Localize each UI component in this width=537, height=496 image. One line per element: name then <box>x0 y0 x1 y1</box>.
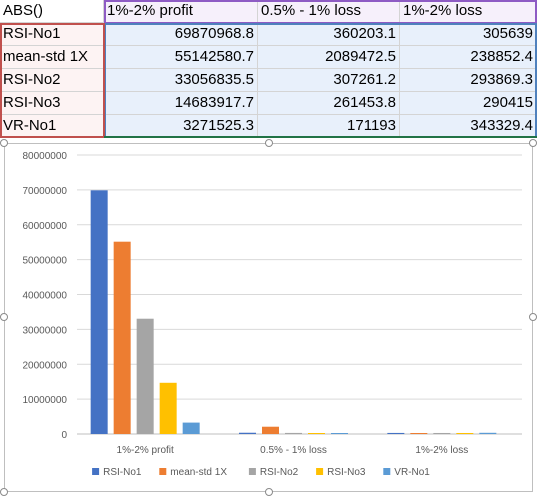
bar <box>113 241 131 434</box>
resize-handle-left[interactable] <box>0 313 8 321</box>
spreadsheet-range: ABS() 1%-2% profit 0.5% - 1% loss 1%-2% … <box>0 0 537 150</box>
column-header-cell[interactable]: 1%-2% loss <box>400 0 537 23</box>
y-tick-label: 40000000 <box>23 291 68 302</box>
legend-swatch <box>383 468 391 475</box>
y-tick-label: 20000000 <box>23 360 68 371</box>
value-cell[interactable]: 343329.4 <box>400 115 537 138</box>
legend-label: mean-std 1X <box>170 467 227 478</box>
bar <box>90 190 108 434</box>
value-cell[interactable]: 261453.8 <box>258 92 400 115</box>
legend-swatch <box>248 468 256 475</box>
row-label-cell[interactable]: RSI-No2 <box>0 69 104 92</box>
resize-handle-top-right[interactable] <box>529 139 537 147</box>
value-cell[interactable]: 14683917.7 <box>104 92 258 115</box>
bar <box>410 433 428 434</box>
legend-label: RSI-No2 <box>260 467 299 478</box>
y-tick-label: 80000000 <box>23 151 68 162</box>
column-header-cell[interactable]: 1%-2% profit <box>104 0 258 23</box>
bar <box>308 433 325 434</box>
bar <box>262 426 279 434</box>
value-cell[interactable]: 293869.3 <box>400 69 537 92</box>
resize-handle-bottom[interactable] <box>265 488 273 496</box>
value-cell[interactable]: 238852.4 <box>400 46 537 69</box>
bar <box>331 433 348 434</box>
x-category-label: 0.5% - 1% loss <box>260 445 327 456</box>
bar-chart[interactable]: 0 10000000 20000000 30000000 40000000 5000000… <box>5 144 532 491</box>
row-label-cell[interactable]: RSI-No3 <box>0 92 104 115</box>
bar <box>456 432 474 434</box>
y-tick-label: 30000000 <box>23 325 68 336</box>
resize-handle-top[interactable] <box>265 139 273 147</box>
value-cell[interactable]: 2089472.5 <box>258 46 400 69</box>
bar <box>285 432 302 434</box>
bar <box>433 432 451 434</box>
bar <box>159 382 177 434</box>
bar <box>136 318 154 434</box>
value-cell[interactable]: 305639 <box>400 23 537 46</box>
row-label-cell[interactable]: mean-std 1X <box>0 46 104 69</box>
x-category-label: 1%-2% loss <box>415 445 468 456</box>
bar <box>387 432 405 434</box>
value-cell[interactable]: 55142580.7 <box>104 46 258 69</box>
value-cell[interactable]: 360203.1 <box>258 23 400 46</box>
legend-swatch <box>316 468 324 475</box>
bar <box>182 422 200 434</box>
value-cell[interactable]: 307261.2 <box>258 69 400 92</box>
chart-area[interactable]: 0 10000000 20000000 30000000 40000000 5000000… <box>4 143 533 492</box>
data-table: ABS() 1%-2% profit 0.5% - 1% loss 1%-2% … <box>0 0 537 138</box>
value-cell[interactable]: 290415 <box>400 92 537 115</box>
legend-swatch <box>159 468 167 475</box>
bar <box>239 432 256 434</box>
y-tick-label: 70000000 <box>23 186 68 197</box>
y-tick-label: 60000000 <box>23 221 68 232</box>
column-header-cell[interactable]: 0.5% - 1% loss <box>258 0 400 23</box>
value-cell[interactable]: 69870968.8 <box>104 23 258 46</box>
value-cell[interactable]: 171193 <box>258 115 400 138</box>
resize-handle-right[interactable] <box>529 313 537 321</box>
resize-handle-bottom-left[interactable] <box>0 488 8 496</box>
legend-label: RSI-No3 <box>327 467 366 478</box>
legend-label: RSI-No1 <box>103 467 142 478</box>
corner-cell[interactable]: ABS() <box>0 0 104 23</box>
y-tick-label: 50000000 <box>23 256 68 267</box>
row-label-cell[interactable]: RSI-No1 <box>0 23 104 46</box>
legend-label: VR-No1 <box>394 467 430 478</box>
y-tick-label: 0 <box>61 430 67 441</box>
y-tick-label: 10000000 <box>23 395 68 406</box>
row-label-cell[interactable]: VR-No1 <box>0 115 104 138</box>
value-cell[interactable]: 33056835.5 <box>104 69 258 92</box>
resize-handle-top-left[interactable] <box>0 139 8 147</box>
value-cell[interactable]: 3271525.3 <box>104 115 258 138</box>
x-category-label: 1%-2% profit <box>117 445 174 456</box>
legend-swatch <box>92 468 100 475</box>
bar <box>479 432 497 434</box>
selection-edge <box>104 136 537 138</box>
